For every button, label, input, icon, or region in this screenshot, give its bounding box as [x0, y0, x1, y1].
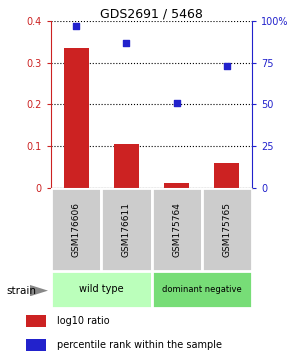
Point — [174, 100, 179, 105]
Text: log10 ratio: log10 ratio — [57, 316, 110, 326]
Bar — [64, 48, 89, 188]
Polygon shape — [30, 285, 48, 296]
Point — [224, 63, 229, 69]
Bar — [152, 271, 252, 308]
Text: GSM175765: GSM175765 — [222, 202, 231, 257]
Text: strain: strain — [6, 286, 36, 296]
Bar — [152, 188, 202, 271]
Bar — [164, 183, 189, 188]
Text: dominant negative: dominant negative — [162, 285, 242, 294]
Text: GSM175764: GSM175764 — [172, 202, 181, 257]
Text: wild type: wild type — [79, 284, 124, 295]
Text: GSM176611: GSM176611 — [122, 202, 131, 257]
Bar — [101, 188, 152, 271]
Title: GDS2691 / 5468: GDS2691 / 5468 — [100, 7, 203, 20]
Point — [74, 23, 79, 29]
Text: GSM176606: GSM176606 — [72, 202, 81, 257]
Bar — [26, 315, 46, 327]
Bar — [51, 188, 101, 271]
Bar — [51, 271, 152, 308]
Bar — [202, 188, 252, 271]
Text: percentile rank within the sample: percentile rank within the sample — [57, 340, 222, 350]
Bar — [26, 339, 46, 351]
Bar — [114, 144, 139, 188]
Bar — [214, 164, 239, 188]
Point — [124, 40, 129, 46]
